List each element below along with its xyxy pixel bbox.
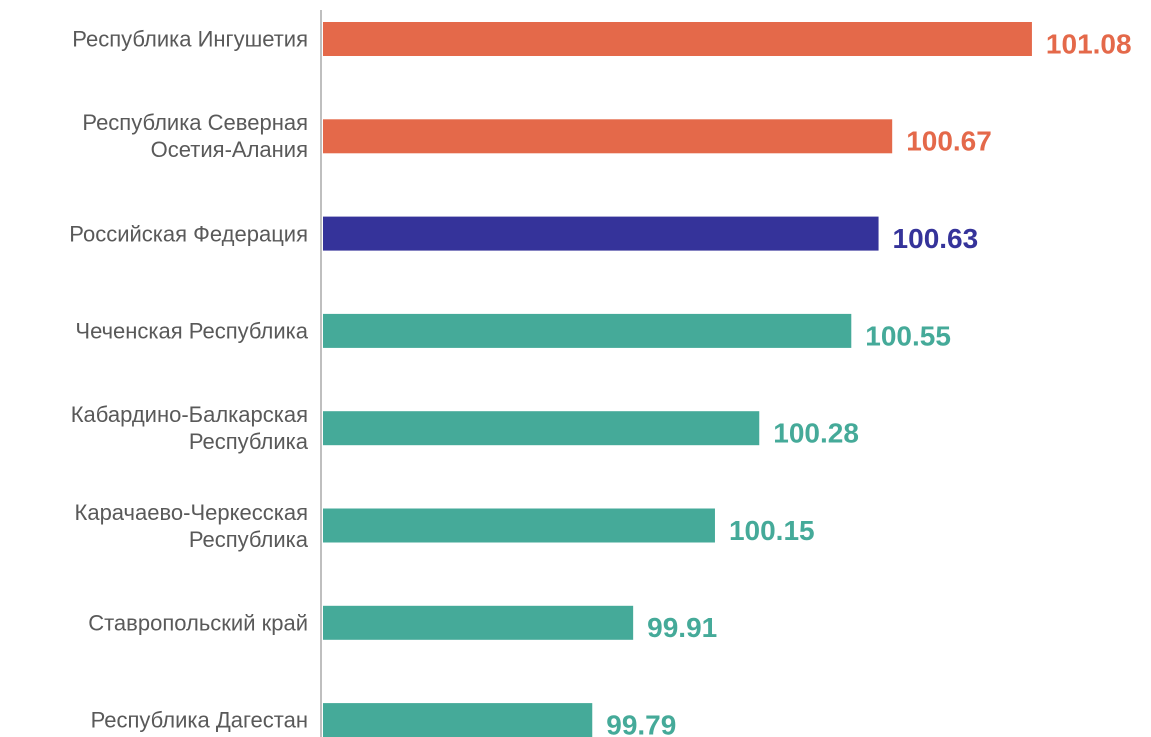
bar [323,703,593,737]
category-label: Чеченская Республика [75,318,308,344]
bar [323,508,715,543]
value-label: 100.67 [906,126,992,157]
category-label: Карачаево-Черкесская Республика [74,499,308,552]
value-label: 100.15 [729,515,815,546]
bar [323,22,1032,56]
category-label: Российская Федерация [69,221,308,247]
bar [323,216,879,251]
bar [323,119,893,154]
value-label: 100.63 [893,223,979,254]
bar [323,605,634,640]
value-label: 99.91 [647,612,717,643]
value-label: 99.79 [606,709,676,737]
category-label: Республика Ингушетия [72,26,308,52]
category-label: Республика Дагестан [90,707,308,733]
value-label: 100.55 [865,320,951,351]
category-label: Ставропольский край [88,610,308,636]
value-label: 101.08 [1046,28,1132,59]
value-label: 100.28 [773,418,859,449]
category-label: Кабардино-Балкарская Республика [70,402,308,455]
bar [323,313,852,348]
category-label: Республика Северная Осетия-Алания [82,110,308,163]
bar [323,411,760,446]
